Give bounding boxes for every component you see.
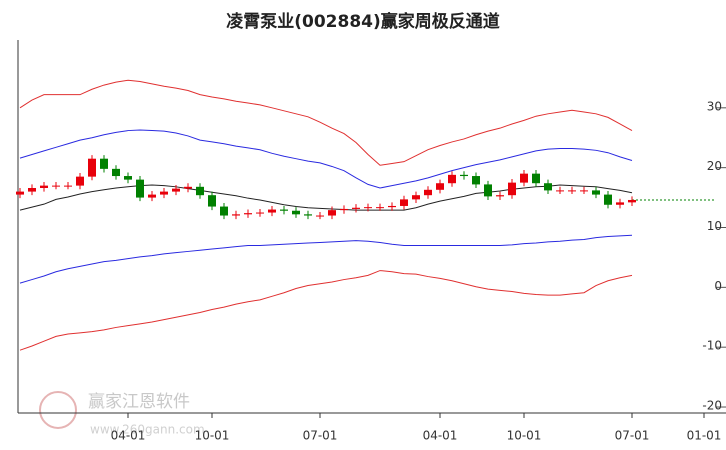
candle-body <box>376 207 384 209</box>
candle-body <box>124 176 132 180</box>
candle-body <box>352 207 360 209</box>
candle-body <box>16 191 24 195</box>
candle-body <box>220 206 228 216</box>
candle-body <box>52 185 60 187</box>
y-tick-label: -20 <box>702 399 722 413</box>
candle-body <box>508 182 516 196</box>
y-tick-label: -10 <box>702 339 722 353</box>
candle-body <box>172 188 180 192</box>
candle-body <box>424 189 432 196</box>
candle-body <box>412 195 420 200</box>
candle-body <box>184 186 192 189</box>
watermark-url: www.260gann.com <box>90 423 205 437</box>
candle-body <box>628 199 636 203</box>
channel-line <box>19 79 633 166</box>
candle-body <box>568 190 576 192</box>
candle-body <box>148 194 156 198</box>
x-tick-label: 04-01 <box>423 429 458 443</box>
candle-body <box>268 209 276 213</box>
candle-body <box>292 210 300 215</box>
candle-body <box>340 208 348 211</box>
candle-body <box>64 185 72 187</box>
y-tick-label: 0 <box>714 279 722 293</box>
candle-body <box>244 213 252 215</box>
watermark-name: 赢家江恩软件 <box>88 392 190 412</box>
candle-body <box>616 202 624 205</box>
candle-body <box>532 173 540 184</box>
candle-body <box>28 188 36 192</box>
candle-body <box>460 174 468 177</box>
channel-line <box>19 129 633 189</box>
candle-body <box>544 183 552 191</box>
x-tick-label: 01-01 <box>687 429 722 443</box>
candle-body <box>400 199 408 206</box>
channel-line <box>19 270 633 351</box>
candle-body <box>556 190 564 192</box>
candle-body <box>496 195 504 197</box>
x-tick-label: 07-01 <box>615 429 650 443</box>
candle-body <box>40 185 48 189</box>
channel-line <box>19 234 633 284</box>
candle-body <box>316 215 324 217</box>
candle-body <box>232 214 240 216</box>
candle-body <box>388 205 396 208</box>
chart-title: 凌霄泵业(002884)赢家周极反通道 <box>226 11 500 32</box>
channel-line <box>19 184 633 211</box>
candle-body <box>100 158 108 169</box>
candle-body <box>160 191 168 195</box>
candle-body <box>448 174 456 184</box>
y-tick-label: 20 <box>707 159 722 173</box>
candle-body <box>112 168 120 177</box>
candle-body <box>76 176 84 186</box>
candle-body <box>364 207 372 209</box>
x-tick-label: 04-01 <box>111 429 146 443</box>
x-tick-label: 10-01 <box>507 429 542 443</box>
x-tick-label: 07-01 <box>303 429 338 443</box>
candle-body <box>580 190 588 192</box>
candle-body <box>196 186 204 196</box>
candle-body <box>328 210 336 216</box>
candle-body <box>520 173 528 183</box>
candle-body <box>304 214 312 216</box>
candle-body <box>256 212 264 214</box>
candle-body <box>604 194 612 205</box>
candle-body <box>88 158 96 177</box>
y-tick-label: 10 <box>707 219 722 233</box>
watermark-logo <box>39 391 77 429</box>
candle-body <box>472 176 480 185</box>
candle-body <box>208 195 216 207</box>
x-tick-label: 10-01 <box>195 429 230 443</box>
candle-body <box>436 183 444 190</box>
candle-body <box>280 209 288 211</box>
y-tick-label: 30 <box>707 99 722 113</box>
candle-body <box>484 184 492 197</box>
candle-body <box>592 190 600 195</box>
candle-body <box>136 179 144 198</box>
